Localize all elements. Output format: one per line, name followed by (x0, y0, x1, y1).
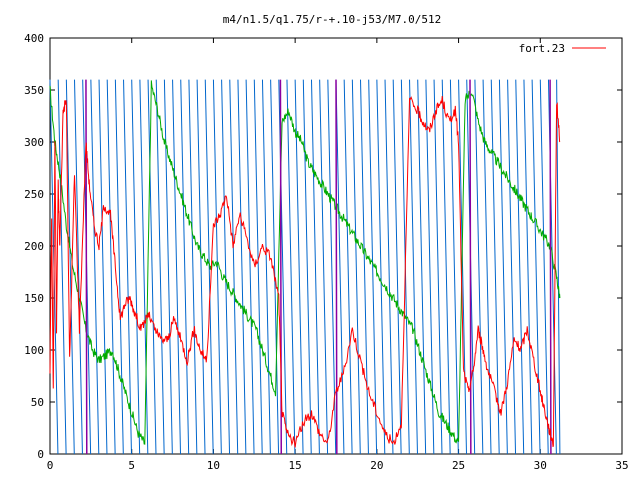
chart-title: m4/n1.5/q1.75/r-+.10-j53/M7.0/512 (223, 13, 442, 26)
y-tick-label: 200 (24, 240, 44, 253)
series-line-purple (85, 79, 552, 455)
legend-label-fort23: fort.23 (519, 42, 565, 55)
series-line-blue (49, 79, 561, 455)
x-tick-label: 0 (47, 459, 54, 472)
x-tick-label: 35 (615, 459, 628, 472)
x-tick-label: 30 (534, 459, 547, 472)
x-tick-label: 25 (452, 459, 465, 472)
y-tick-label: 0 (37, 448, 44, 461)
y-tick-label: 400 (24, 32, 44, 45)
y-tick-label: 100 (24, 344, 44, 357)
legend: fort.23 (519, 42, 606, 55)
x-tick-label: 10 (207, 459, 220, 472)
series-line-green (49, 80, 561, 445)
y-tick-label: 250 (24, 188, 44, 201)
series-line-fort23 (49, 96, 561, 448)
x-tick-label: 15 (289, 459, 302, 472)
x-tick-label: 20 (370, 459, 383, 472)
y-tick-label: 300 (24, 136, 44, 149)
y-tick-label: 350 (24, 84, 44, 97)
x-tick-label: 5 (128, 459, 135, 472)
series-layer (49, 79, 561, 455)
y-tick-label: 50 (31, 396, 44, 409)
y-tick-label: 150 (24, 292, 44, 305)
